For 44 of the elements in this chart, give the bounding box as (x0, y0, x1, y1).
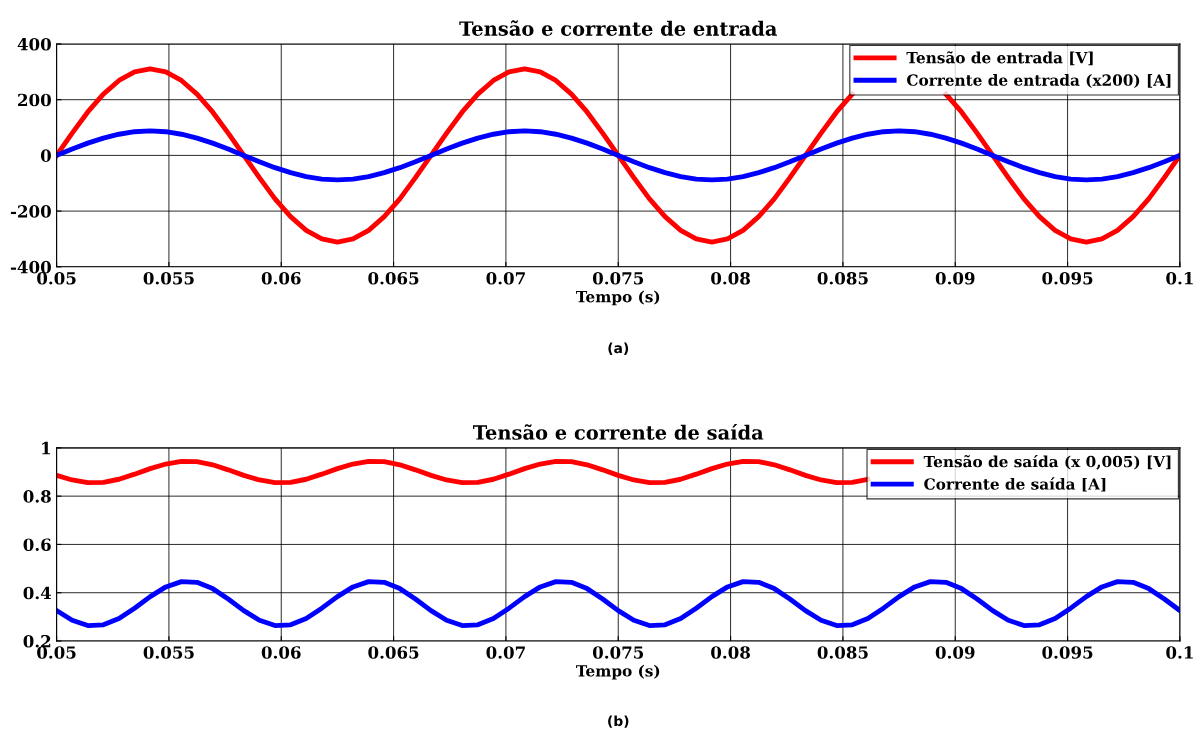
x-tick-label: 0.085 (817, 646, 868, 659)
y-tick-label: -400 (10, 260, 51, 274)
x-tick-label: 0.095 (1042, 646, 1093, 659)
legend-label: Corrente de entrada (x200) [A] (907, 74, 1171, 89)
line-series (56, 579, 1180, 628)
x-tick-label: 0.1 (1166, 271, 1193, 285)
x-tick-label: 0.06 (261, 646, 301, 659)
y-tick-label: -200 (10, 205, 51, 218)
chart-title: Tensão e corrente de entrada (459, 20, 777, 36)
y-tick-label: 0 (40, 149, 51, 162)
x-tick-label: 0.075 (592, 271, 644, 285)
x-tick-label: 0.05 (37, 646, 76, 659)
x-tick-label: 0.065 (368, 646, 419, 659)
x-tick-label: 0.08 (711, 646, 750, 659)
x-tick-label: 0.07 (486, 271, 525, 285)
y-tick-label: 0.4 (23, 586, 52, 600)
x-tick-label: 0.07 (486, 646, 525, 659)
x-axis-title: Tempo (s) (576, 664, 660, 680)
x-tick-label: 0.075 (592, 646, 644, 659)
legend-label: Tensão de saída (x 0,005) [V] (923, 454, 1171, 470)
y-tick-label: 400 (17, 37, 51, 51)
x-tick-label: 0.055 (143, 646, 194, 659)
line-series (56, 128, 1180, 183)
legend-label: Tensão de entrada [V] (906, 51, 1093, 66)
x-tick-label: 0.095 (1042, 271, 1093, 285)
x-tick-label: 0.09 (935, 271, 975, 285)
chart-title: Tensão e corrente de saída (472, 423, 764, 440)
y-tick-label: 1 (42, 441, 51, 455)
text: (b) (608, 715, 629, 728)
x-tick-label: 0.06 (261, 271, 301, 285)
x-tick-label: 0.085 (817, 271, 868, 285)
y-tick-label: 0.6 (23, 538, 51, 551)
x-tick-label: 0.065 (368, 271, 419, 285)
x-tick-label: 0.055 (143, 271, 194, 285)
x-tick-label: 0.08 (711, 271, 750, 285)
y-tick-label: 0.2 (23, 634, 51, 648)
y-tick-label: 200 (18, 93, 51, 107)
text: (a) (608, 342, 629, 355)
y-tick-label: 0.8 (23, 490, 51, 503)
x-tick-label: 0.09 (935, 646, 975, 659)
x-tick-label: 0.1 (1166, 646, 1193, 659)
x-axis-title: Tempo (s) (576, 290, 660, 306)
legend-label: Corrente de saída [A] (924, 477, 1106, 492)
x-tick-label: 0.05 (37, 271, 76, 285)
